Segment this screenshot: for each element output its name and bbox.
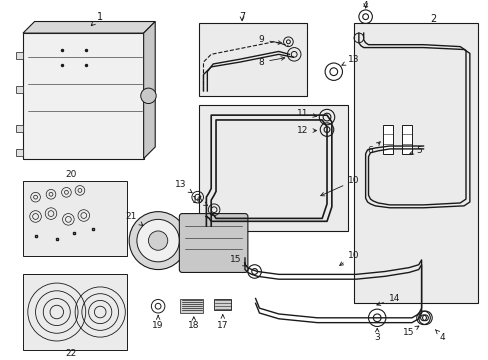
- Polygon shape: [143, 22, 155, 158]
- Text: 6: 6: [367, 142, 380, 156]
- Polygon shape: [23, 33, 143, 158]
- Bar: [16, 86, 23, 93]
- Text: 15: 15: [403, 326, 418, 337]
- Bar: [16, 125, 23, 131]
- Text: 22: 22: [65, 349, 77, 358]
- Text: 16: 16: [192, 195, 207, 206]
- Bar: [198, 105, 347, 231]
- Text: 8: 8: [258, 57, 284, 67]
- Bar: [16, 53, 23, 59]
- Circle shape: [148, 231, 167, 250]
- Bar: [16, 149, 23, 156]
- Bar: [402, 125, 411, 154]
- Bar: [23, 274, 127, 350]
- Text: 12: 12: [297, 126, 316, 135]
- Text: 3: 3: [374, 328, 379, 342]
- Text: 4: 4: [434, 329, 445, 342]
- Bar: [382, 125, 392, 154]
- Text: 11: 11: [297, 109, 316, 118]
- Text: 21: 21: [125, 212, 142, 226]
- Text: 2: 2: [429, 14, 435, 24]
- Text: 15: 15: [229, 255, 246, 266]
- Text: 4: 4: [362, 1, 367, 10]
- Circle shape: [129, 212, 187, 270]
- Text: 7: 7: [239, 12, 244, 22]
- Text: 5: 5: [409, 147, 421, 156]
- FancyBboxPatch shape: [179, 213, 247, 273]
- Text: 13: 13: [174, 180, 192, 193]
- Text: 13: 13: [341, 55, 359, 65]
- Circle shape: [137, 219, 179, 262]
- Polygon shape: [23, 22, 155, 33]
- Bar: [353, 23, 477, 303]
- Circle shape: [141, 88, 156, 104]
- Text: 14: 14: [376, 294, 400, 305]
- Bar: [23, 181, 127, 256]
- Text: 17: 17: [217, 315, 228, 330]
- Bar: [198, 23, 306, 96]
- Text: 19: 19: [152, 315, 163, 330]
- Polygon shape: [180, 298, 203, 313]
- Bar: [214, 298, 231, 310]
- Text: 18: 18: [188, 317, 199, 330]
- Text: 1: 1: [91, 12, 103, 26]
- Text: 9: 9: [258, 35, 281, 44]
- Text: 20: 20: [65, 171, 77, 180]
- Text: 10: 10: [320, 176, 359, 196]
- Text: 10: 10: [339, 251, 359, 265]
